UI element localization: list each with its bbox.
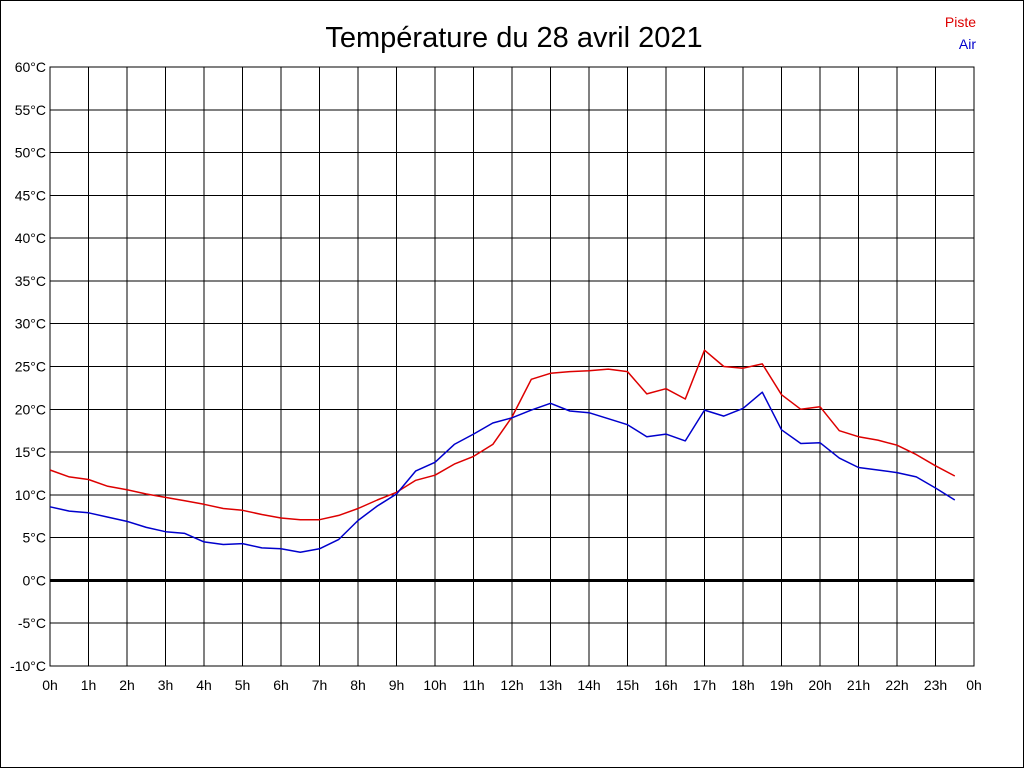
y-tick-label: 30°C (15, 316, 46, 332)
y-tick-label: 20°C (15, 401, 46, 417)
x-tick-label: 0h (42, 677, 58, 693)
chart-title: Température du 28 avril 2021 (325, 22, 702, 54)
y-tick-label: 5°C (23, 530, 47, 546)
x-tick-label: 11h (462, 677, 484, 693)
x-tick-label: 15h (616, 677, 639, 693)
x-tick-label: 20h (808, 677, 831, 693)
y-tick-label: 50°C (15, 145, 46, 161)
series-layer (50, 350, 955, 552)
legend: Piste Air (945, 14, 976, 52)
legend-entry-piste: Piste (945, 14, 976, 30)
y-tick-label: 0°C (23, 572, 47, 588)
y-tick-label: 40°C (15, 230, 46, 246)
series-line-piste (50, 350, 955, 520)
x-tick-label: 23h (924, 677, 947, 693)
legend-entry-air: Air (959, 36, 976, 52)
grid (50, 67, 974, 666)
y-tick-label: 60°C (15, 59, 46, 75)
y-tick-label: -10°C (10, 658, 46, 674)
x-tick-label: 13h (539, 677, 562, 693)
x-tick-label: 5h (235, 677, 251, 693)
x-tick-label: 21h (847, 677, 870, 693)
y-tick-label: 15°C (15, 444, 46, 460)
x-tick-label: 3h (158, 677, 174, 693)
x-tick-label: 8h (350, 677, 366, 693)
x-tick-label: 22h (885, 677, 908, 693)
x-tick-label: 14h (577, 677, 600, 693)
x-tick-label: 6h (273, 677, 289, 693)
x-tick-label: 18h (731, 677, 754, 693)
y-tick-label: 55°C (15, 102, 46, 118)
x-tick-label: 9h (389, 677, 405, 693)
x-tick-label: 4h (196, 677, 212, 693)
y-tick-label: 45°C (15, 187, 46, 203)
x-tick-label: 12h (500, 677, 523, 693)
x-tick-label: 19h (770, 677, 793, 693)
y-tick-label: -5°C (18, 615, 46, 631)
series-line-air (50, 392, 955, 552)
y-tick-label: 25°C (15, 359, 46, 375)
x-tick-label: 17h (693, 677, 716, 693)
x-tick-label: 0h (966, 677, 982, 693)
y-tick-label: 10°C (15, 487, 46, 503)
y-tick-label: 35°C (15, 273, 46, 289)
x-tick-label: 1h (81, 677, 97, 693)
x-tick-label: 7h (312, 677, 328, 693)
x-tick-label: 16h (654, 677, 677, 693)
x-tick-label: 2h (119, 677, 135, 693)
tick-labels: 60°C 55°C 50°C 45°C 40°C 35°C 30°C 25°C 20°C 15°C… (10, 59, 982, 693)
x-tick-label: 10h (423, 677, 446, 693)
